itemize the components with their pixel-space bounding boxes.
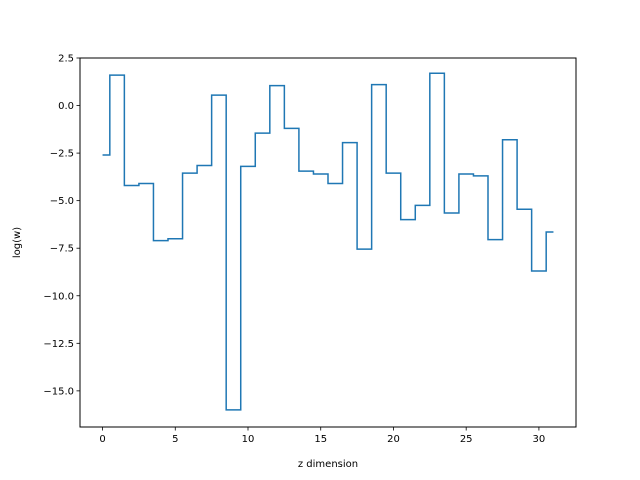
y-tick-label: −12.5	[43, 339, 74, 350]
x-tick-label: 15	[314, 434, 327, 445]
x-tick-label: 5	[172, 434, 178, 445]
y-tick-label: −5.0	[50, 196, 74, 207]
y-tick-label: −10.0	[43, 291, 74, 302]
y-tick-label: −7.5	[50, 244, 74, 255]
x-tick-label: 0	[99, 434, 105, 445]
y-axis-label: log(w)	[12, 227, 23, 258]
ticks-layer: 0 5 10 15 20 25 30 2.5 0.0 −2.5 −5.0 −7.5 −10.0 −12.5…	[43, 54, 545, 446]
y-tick-label: −15.0	[43, 386, 74, 397]
x-tick-label: 10	[242, 434, 255, 445]
x-tick-label: 20	[387, 434, 400, 445]
x-axis-label: z dimension	[298, 459, 358, 470]
y-tick-label: 0.0	[58, 101, 74, 112]
y-tick-label: 2.5	[58, 54, 74, 65]
x-tick-label: 30	[533, 434, 546, 445]
y-tick-label: −2.5	[50, 149, 74, 160]
plot-frame	[79, 57, 577, 428]
x-tick-label: 25	[460, 434, 473, 445]
series-line	[102, 72, 554, 411]
